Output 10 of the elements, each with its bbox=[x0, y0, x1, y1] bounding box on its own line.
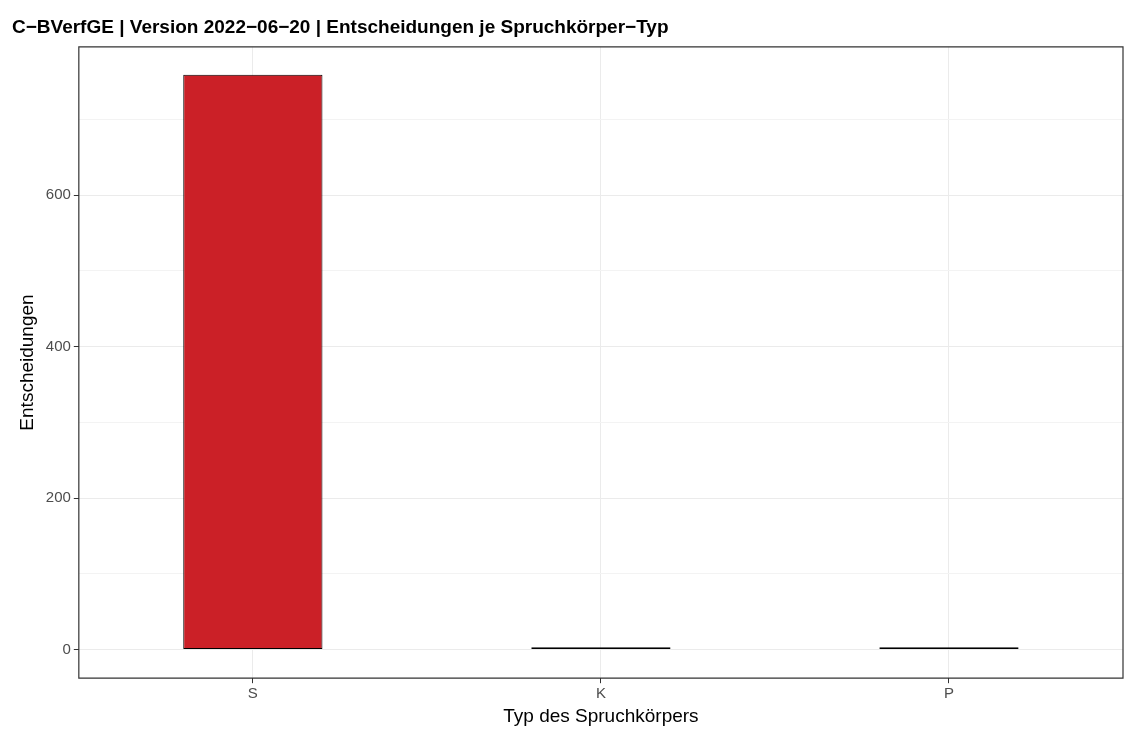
y-tick-label: 200 bbox=[45, 488, 71, 506]
y-axis-title: Entscheidungen bbox=[15, 294, 37, 431]
x-tick-label: S bbox=[247, 684, 258, 702]
chart-title: C−BVerfGE | Version 2022−06−20 | Entscheidungen je Spruchkörper−Typ bbox=[12, 15, 669, 37]
y-tick-label: 0 bbox=[62, 639, 71, 657]
x-axis-title: Typ des Spruchkörpers bbox=[503, 704, 699, 726]
x-tick-label: P bbox=[943, 684, 954, 702]
y-tick-label: 400 bbox=[45, 336, 71, 354]
y-tick-label: 600 bbox=[45, 185, 71, 203]
x-tick-label: K bbox=[595, 684, 606, 702]
